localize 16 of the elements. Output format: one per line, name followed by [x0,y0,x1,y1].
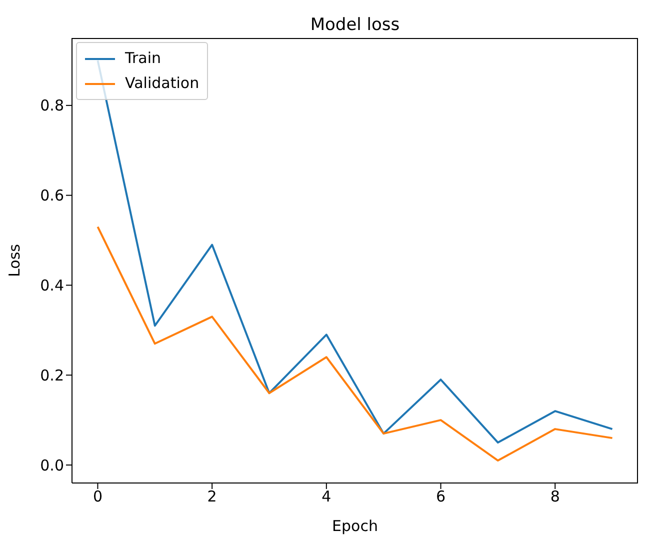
y-axis-title: Loss [5,244,24,277]
legend-label: Train [125,48,161,69]
y-tick-label: 0.4 [40,276,64,295]
line-series [96,226,614,462]
x-tick-label: 6 [436,488,446,506]
x-tick-label: 2 [207,488,217,506]
y-tick-label: 0.6 [40,186,64,205]
y-tick-label: 0.8 [40,96,64,115]
chart-title: Model loss [310,15,400,35]
x-tick-label: 4 [322,488,332,506]
y-tick-label: 0.0 [40,456,64,474]
y-tick-label: 0.2 [40,366,64,384]
x-axis-title: Epoch [332,517,378,535]
legend-label: Validation [125,73,200,94]
x-tick-label: 8 [550,488,560,506]
x-tick-label: 0 [92,488,102,506]
